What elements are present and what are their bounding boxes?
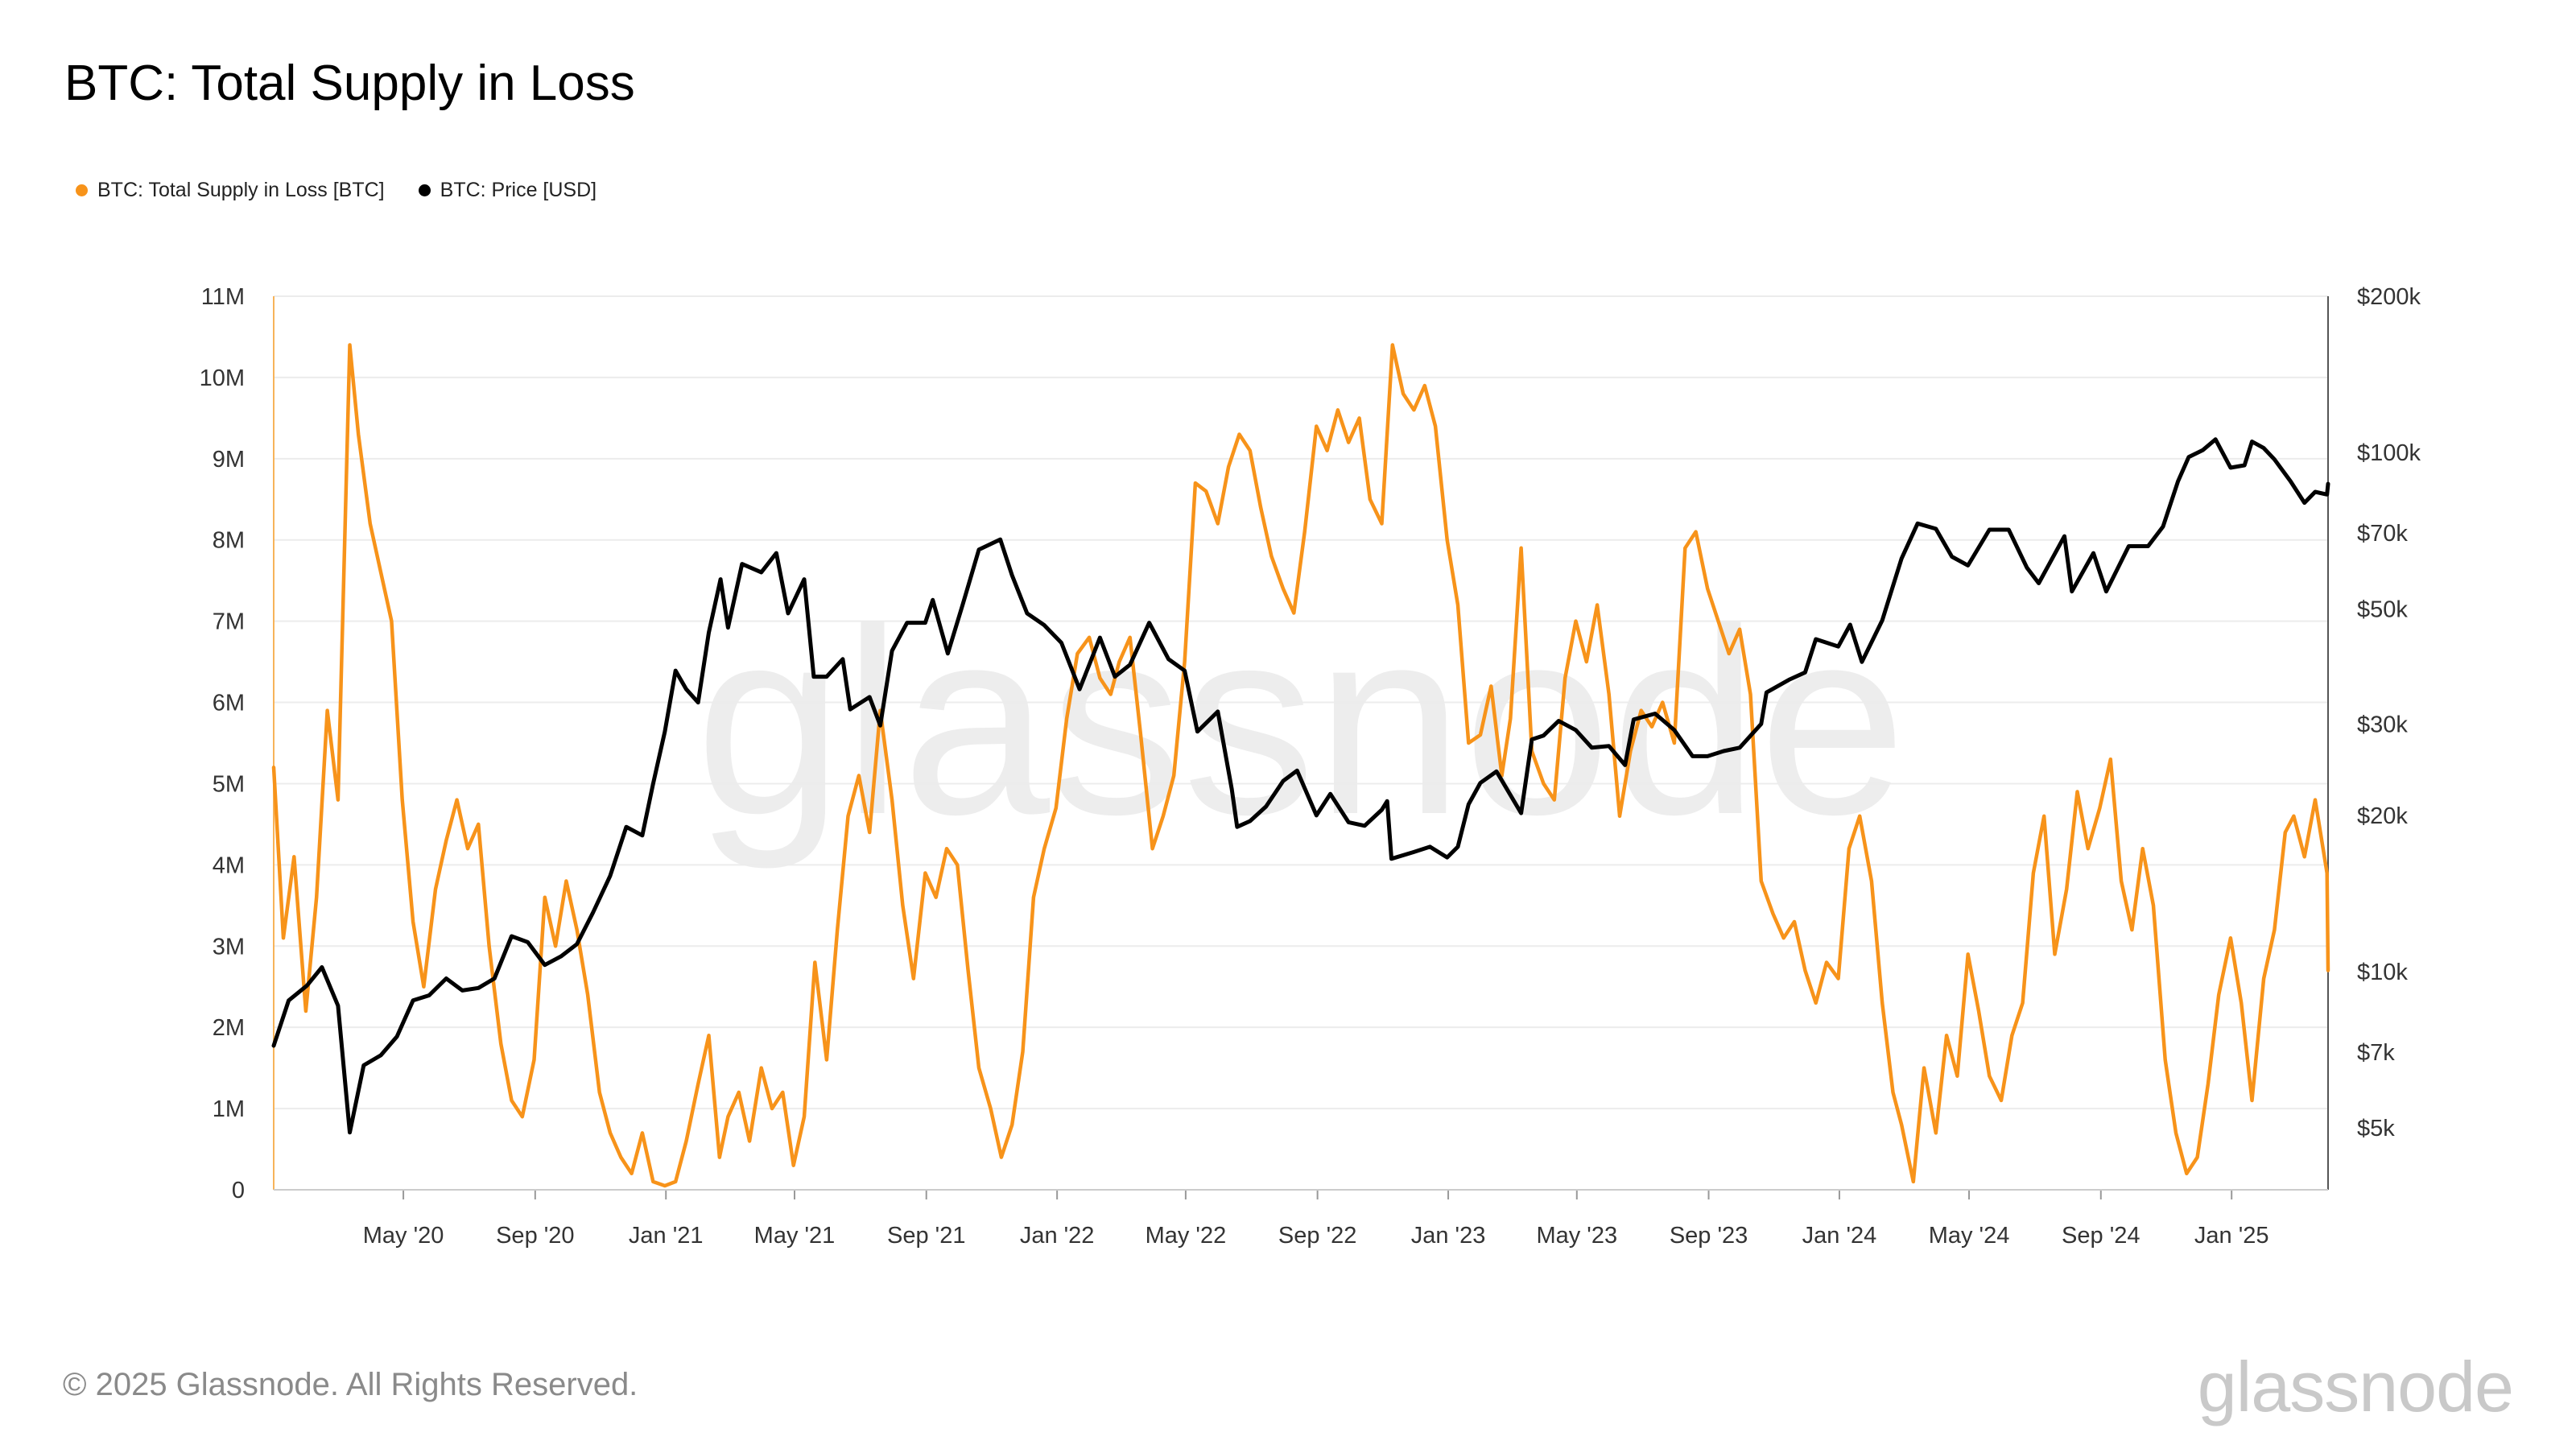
x-tick-label: Sep '20 [496, 1223, 574, 1249]
legend-swatch-price [418, 184, 431, 196]
left-tick-label: 2M [213, 1015, 245, 1041]
legend-swatch-supply [76, 184, 88, 196]
x-tick-label: May '22 [1146, 1223, 1227, 1249]
left-tick-label: 11M [201, 284, 245, 310]
copyright-footer: © 2025 Glassnode. All Rights Reserved. [63, 1367, 638, 1402]
right-tick-label: $5k [2357, 1116, 2395, 1141]
legend-item-price[interactable]: BTC: Price [USD] [418, 179, 597, 202]
x-tick-label: May '23 [1536, 1223, 1617, 1249]
x-tick-label: May '24 [1929, 1223, 2010, 1249]
left-tick-label: 10M [200, 365, 245, 391]
series-line-price [271, 437, 2330, 1135]
x-tick-label: Sep '24 [2062, 1223, 2140, 1249]
left-tick-label: 0 [232, 1178, 245, 1203]
x-tick-label: Jan '23 [1411, 1223, 1486, 1249]
left-tick-label: 6M [213, 691, 245, 716]
left-tick-label: 1M [213, 1096, 245, 1122]
right-tick-label: $100k [2357, 440, 2421, 466]
left-tick-label: 7M [213, 609, 245, 635]
right-tick-label: $200k [2357, 284, 2421, 310]
x-tick-label: Sep '23 [1670, 1223, 1748, 1249]
glassnode-logo: glassnode [2197, 1347, 2514, 1426]
x-tick-label: May '20 [363, 1223, 444, 1249]
chart-title: BTC: Total Supply in Loss [64, 56, 635, 111]
left-tick-label: 4M [213, 852, 245, 878]
legend-label-price: BTC: Price [USD] [440, 179, 597, 201]
left-tick-label: 8M [213, 528, 245, 554]
legend-item-supply-in-loss[interactable]: BTC: Total Supply in Loss [BTC] [76, 179, 385, 202]
x-tick-label: Sep '22 [1278, 1223, 1356, 1249]
left-tick-label: 9M [213, 447, 245, 473]
x-tick-label: Jan '21 [629, 1223, 704, 1249]
right-tick-label: $50k [2357, 597, 2408, 622]
x-tick-label: Sep '21 [887, 1223, 965, 1249]
x-tick-label: Jan '25 [2194, 1223, 2269, 1249]
left-tick-label: 5M [213, 771, 245, 797]
right-tick-label: $10k [2357, 960, 2408, 985]
x-tick-label: Jan '22 [1020, 1223, 1095, 1249]
right-tick-label: $20k [2357, 803, 2408, 829]
watermark: glassnode [696, 572, 1907, 871]
legend: BTC: Total Supply in Loss [BTC] BTC: Pri… [76, 179, 597, 202]
x-tick-label: Jan '24 [1802, 1223, 1877, 1249]
left-tick-label: 3M [213, 934, 245, 960]
right-tick-label: $7k [2357, 1040, 2395, 1066]
right-tick-label: $70k [2357, 521, 2408, 547]
right-tick-label: $30k [2357, 712, 2408, 737]
series-line-supply-in-loss [271, 343, 2330, 1188]
legend-label-supply: BTC: Total Supply in Loss [BTC] [97, 179, 385, 201]
x-tick-label: May '21 [754, 1223, 836, 1249]
